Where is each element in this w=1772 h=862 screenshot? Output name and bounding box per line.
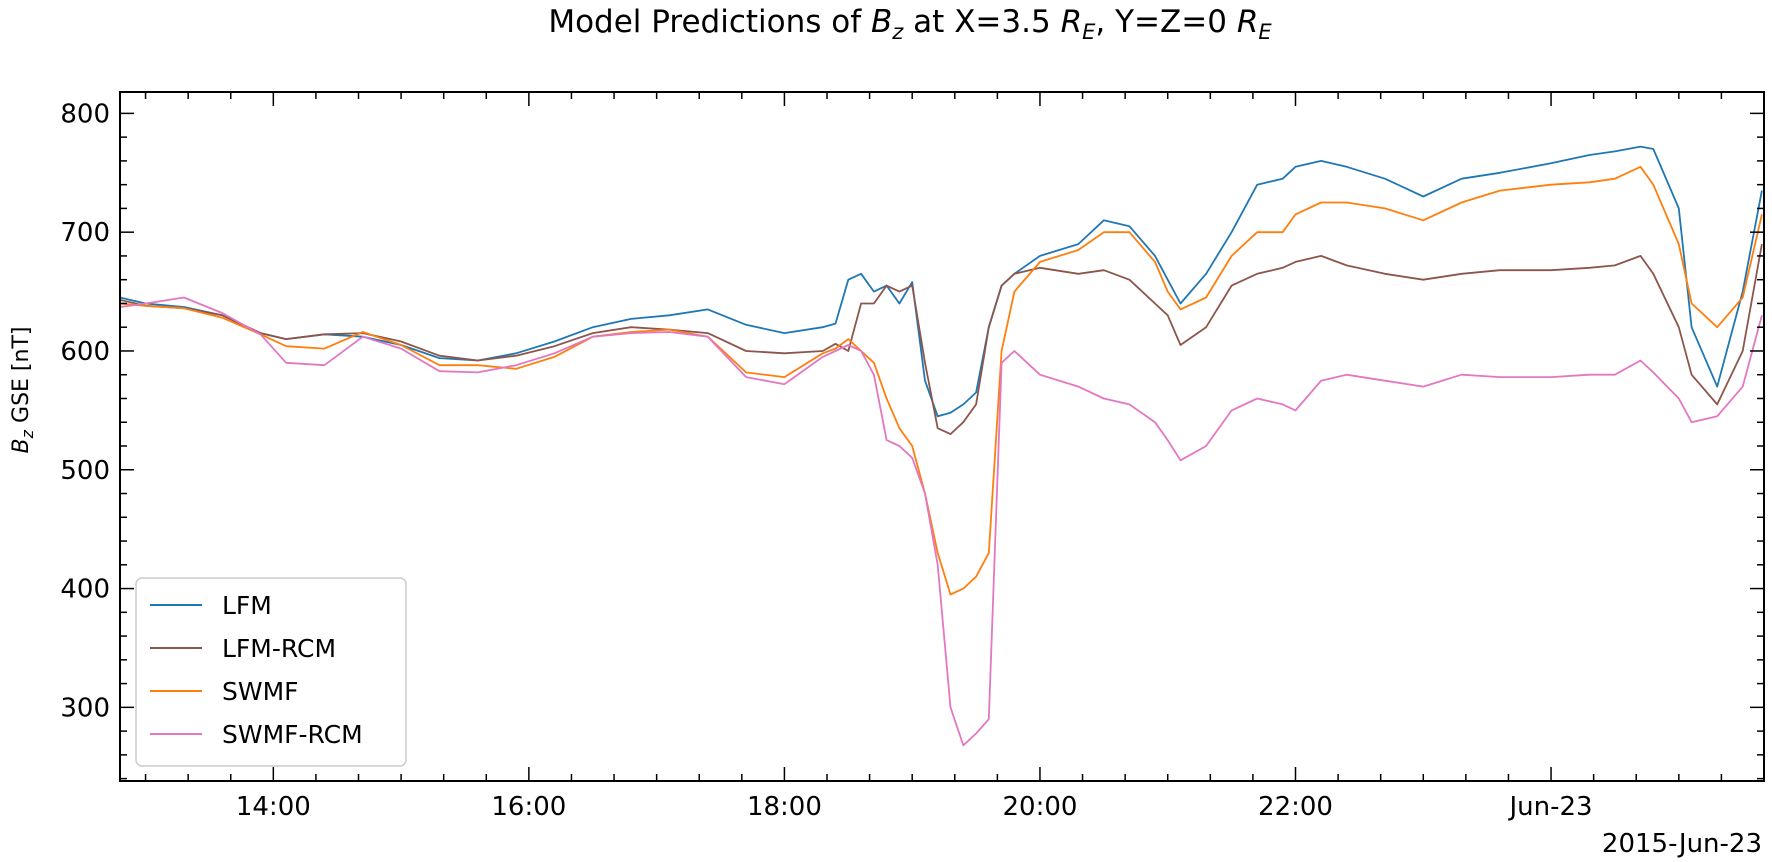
legend-label: SWMF — [222, 677, 299, 706]
x-tick-label: 16:00 — [491, 792, 566, 822]
legend: LFM LFM-RCM SWMF SWMF-RCM — [135, 577, 407, 767]
x-tick-label: 22:00 — [1258, 792, 1333, 822]
x-tick-label: Jun-23 — [1507, 792, 1592, 822]
axis-ticks — [120, 92, 1765, 781]
legend-frame — [135, 577, 407, 767]
y-tick-label: 400 — [60, 575, 110, 605]
series-line-lfm — [119, 145, 1763, 418]
x-tick-label: 20:00 — [1002, 792, 1077, 822]
chart-title: Model Predictions of Bz at X=3.5 RE, Y=Z… — [548, 4, 1272, 44]
y-tick-label: 600 — [60, 337, 110, 367]
y-tick-label: 700 — [60, 218, 110, 248]
y-tick-label: 300 — [60, 693, 110, 723]
legend-item: SWMF-RCM — [150, 720, 363, 749]
legend-item: LFM — [150, 591, 272, 620]
legend-label: SWMF-RCM — [222, 720, 363, 749]
series-line-swmf — [119, 165, 1763, 596]
x-tick-label: 14:00 — [236, 792, 311, 822]
plot-area — [119, 145, 1763, 747]
y-tick-label: 800 — [60, 99, 110, 129]
axes-frame — [119, 91, 1765, 782]
y-axis-label-text: Bz GSE [nT] — [9, 327, 37, 454]
series-line-lfm-rcm — [119, 243, 1763, 435]
x-tick-labels: 14:00 16:00 18:00 20:00 22:00 Jun-23 — [236, 792, 1593, 822]
y-tick-label: 500 — [60, 456, 110, 486]
legend-label: LFM-RCM — [222, 634, 336, 663]
legend-label: LFM — [222, 591, 272, 620]
x-axis-date-offset: 2015-Jun-23 — [1602, 829, 1762, 859]
y-axis-label: Bz GSE [nT] — [9, 327, 37, 454]
x-tick-label: 18:00 — [747, 792, 822, 822]
series-line-swmf-rcm — [119, 296, 1763, 747]
legend-item: SWMF — [150, 677, 299, 706]
chart-title-text: Model Predictions of Bz at X=3.5 RE, Y=Z… — [548, 4, 1272, 44]
legend-item: LFM-RCM — [150, 634, 336, 663]
y-tick-labels: 300 400 500 600 700 800 — [60, 99, 110, 723]
